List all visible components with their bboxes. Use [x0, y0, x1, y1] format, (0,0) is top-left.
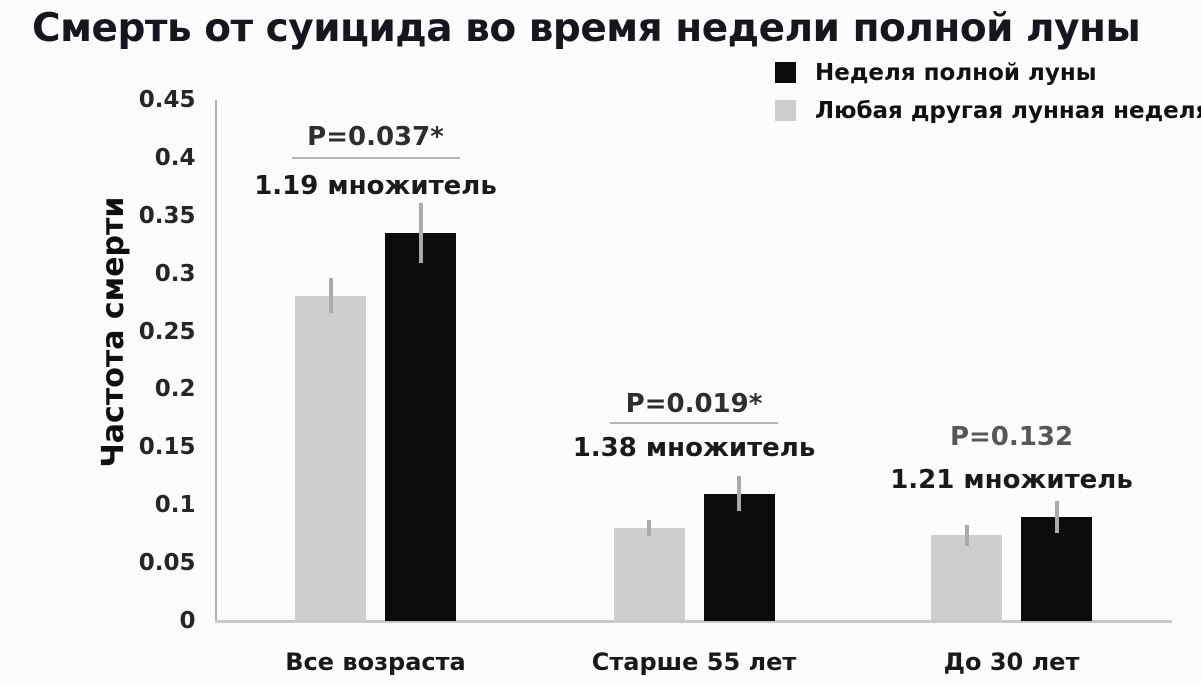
error-bar: [964, 524, 969, 546]
bar-full-moon-week: [703, 493, 775, 621]
legend-item-full-moon-week: Неделя полной луны: [775, 59, 1201, 86]
legend-swatch-gray-icon: [775, 100, 796, 121]
y-tick-label: 0.25: [138, 318, 196, 345]
y-tick-label: 0.3: [154, 260, 196, 287]
bar-full-moon-week: [1021, 516, 1092, 621]
legend-item-other-lunar-week: Любая другая лунная неделя: [775, 97, 1201, 124]
error-bar: [647, 520, 651, 537]
bar-full-moon-week: [385, 233, 456, 621]
p-value-label: P=0.019*: [625, 389, 763, 419]
error-bar: [418, 203, 423, 264]
legend: Неделя полной луны Любая другая лунная н…: [775, 60, 1201, 136]
y-tick-label: 0.45: [138, 87, 196, 113]
error-bar: [1054, 500, 1059, 533]
multiplier-label: 1.19 множитель: [254, 171, 497, 201]
y-tick-label: 0.15: [138, 434, 196, 461]
x-axis-category-label: Все возраста: [285, 648, 466, 676]
x-axis-category-label: Старше 55 лет: [591, 648, 797, 676]
chart-title: Смерть от суицида во время недели полной…: [32, 6, 1141, 51]
bar-other-lunar-week: [931, 535, 1002, 621]
x-axis-category-label: До 30 лет: [943, 648, 1080, 676]
y-tick-label: 0.2: [154, 376, 196, 403]
error-bar: [328, 278, 333, 314]
legend-swatch-black-icon: [775, 62, 796, 83]
multiplier-label: 1.38 множитель: [572, 433, 816, 463]
y-axis-line: [214, 100, 217, 623]
y-tick-label: 0.05: [138, 550, 196, 577]
bar-other-lunar-week: [295, 295, 366, 621]
p-value-underline: [610, 422, 778, 424]
bar-other-lunar-week: [613, 528, 685, 621]
error-bar: [737, 476, 741, 511]
x-axis-line: [214, 620, 1172, 623]
y-tick-label: 0.4: [154, 144, 196, 171]
p-value-underline: [291, 157, 460, 159]
y-tick-label: 0: [179, 608, 196, 634]
multiplier-label: 1.21 множитель: [890, 465, 1133, 495]
y-tick-label: 0.1: [154, 492, 196, 519]
y-tick-label: 0.35: [138, 202, 196, 229]
legend-label: Неделя полной луны: [815, 59, 1097, 86]
p-value-label: P=0.037*: [307, 122, 444, 152]
legend-label: Любая другая лунная неделя: [815, 97, 1201, 124]
p-value-label: P=0.132: [949, 422, 1074, 452]
